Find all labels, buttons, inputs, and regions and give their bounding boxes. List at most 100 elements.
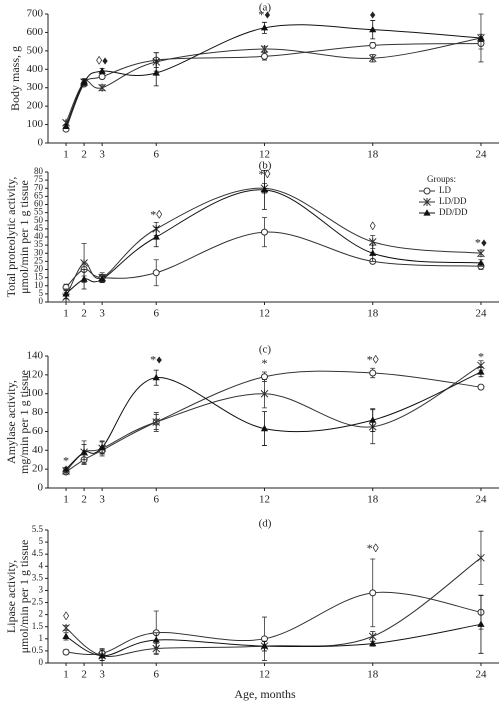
series-line <box>66 591 482 656</box>
y-tick-label: 0 <box>38 482 44 494</box>
annotation: *◊ <box>367 352 379 366</box>
y-tick-label: 0 <box>38 137 44 149</box>
data-point <box>260 642 269 649</box>
y-tick-label: 65 <box>34 190 44 200</box>
y-tick-label: 75 <box>34 174 44 184</box>
y-tick-label: 4.5 <box>32 548 44 558</box>
x-tick-label: 12 <box>259 308 270 320</box>
data-point <box>152 269 160 277</box>
y-tick-label: 15 <box>34 272 44 282</box>
panel-title: (b) <box>259 160 272 172</box>
data-point <box>62 465 70 472</box>
x-tick-label: 3 <box>99 308 105 320</box>
annotation: * <box>261 356 267 370</box>
data-point <box>152 636 160 643</box>
annotation: ◊ <box>370 219 376 233</box>
y-tick-label: 0 <box>39 296 44 306</box>
x-tick-label: 3 <box>99 149 105 161</box>
data-point <box>369 589 377 597</box>
data-point <box>98 275 106 282</box>
y-tick-label: 50 <box>34 215 44 225</box>
x-tick-label: 2 <box>81 669 87 681</box>
data-point <box>260 52 268 60</box>
y-tick-label: 10 <box>34 280 44 290</box>
data-point <box>477 368 485 375</box>
y-axis-label: Total proteolytic activity, <box>4 177 18 298</box>
data-point <box>477 383 485 391</box>
data-point <box>260 45 269 54</box>
series-line <box>65 42 481 130</box>
legend-label: LD <box>439 185 451 195</box>
data-point <box>80 448 88 455</box>
y-tick-label: 45 <box>34 223 44 233</box>
data-point <box>260 373 268 381</box>
data-point <box>98 83 106 92</box>
x-tick-label: 12 <box>259 149 270 161</box>
data-point <box>477 249 485 258</box>
y-tick-label: 100 <box>27 118 44 130</box>
annotation: *♦ <box>475 235 487 249</box>
annotation: *♦ <box>258 8 270 22</box>
x-tick-label: 18 <box>367 494 379 506</box>
y-tick-label: 200 <box>27 100 44 112</box>
data-point <box>260 186 269 193</box>
series-line <box>65 623 482 657</box>
y-tick-label: 3 <box>39 585 44 595</box>
x-tick-label: 6 <box>153 494 159 506</box>
x-tick-label: 1 <box>63 308 69 320</box>
data-point <box>80 259 88 267</box>
data-point <box>368 632 377 641</box>
x-tick-label: 1 <box>63 149 69 161</box>
y-axis-label: Body mass, g <box>8 46 22 111</box>
series-line <box>65 370 482 473</box>
x-tick-label: 12 <box>259 669 270 681</box>
data-point <box>369 416 377 423</box>
y-axis-label: μmol/min per 1 g tissue <box>17 180 31 294</box>
data-point <box>62 290 70 297</box>
data-point <box>98 443 106 451</box>
y-tick-label: 0.5 <box>32 645 44 655</box>
series-line <box>65 187 482 298</box>
x-tick-label: 2 <box>81 494 87 506</box>
data-point <box>369 25 377 33</box>
x-tick-label: 1 <box>63 494 69 506</box>
data-point <box>152 418 161 426</box>
data-point <box>62 122 70 130</box>
data-point <box>260 24 269 31</box>
data-point <box>98 73 106 81</box>
data-point <box>62 623 70 632</box>
y-tick-label: 20 <box>32 463 44 475</box>
annotation: ◊ <box>63 609 69 623</box>
y-axis-label: Amylase activity, <box>4 380 18 464</box>
x-tick-label: 2 <box>81 149 87 161</box>
legend-marker <box>423 209 431 216</box>
series-line <box>65 557 482 657</box>
y-tick-label: 5 <box>39 288 44 298</box>
y-tick-label: 5.5 <box>32 524 44 534</box>
annotation: *◊ <box>367 541 379 555</box>
x-tick-label: 12 <box>259 494 270 506</box>
data-point <box>368 237 377 246</box>
y-axis-label: mg/min per 1 g tissue <box>17 370 31 474</box>
annotation: ◊♦ <box>96 54 108 68</box>
panel-title: (c) <box>259 344 272 356</box>
y-tick-label: 120 <box>27 368 44 380</box>
x-tick-label: 6 <box>153 669 159 681</box>
annotation: * <box>63 453 69 467</box>
x-tick-label: 18 <box>367 669 379 681</box>
legend-label: DD/DD <box>439 207 468 217</box>
x-tick-label: 2 <box>81 308 87 320</box>
y-tick-label: 5 <box>39 536 44 546</box>
y-axis-label: Lipase activity, <box>4 560 18 633</box>
y-tick-label: 40 <box>32 444 44 456</box>
y-tick-label: 20 <box>34 264 44 274</box>
panel-title: (a) <box>259 2 272 14</box>
y-axis-label: μmol/min per 1 g tissue <box>17 540 31 654</box>
data-point <box>152 373 160 381</box>
y-tick-label: 2.5 <box>32 597 44 607</box>
series-line <box>65 371 482 470</box>
y-tick-label: 2 <box>39 609 44 619</box>
y-tick-label: 55 <box>34 207 44 217</box>
